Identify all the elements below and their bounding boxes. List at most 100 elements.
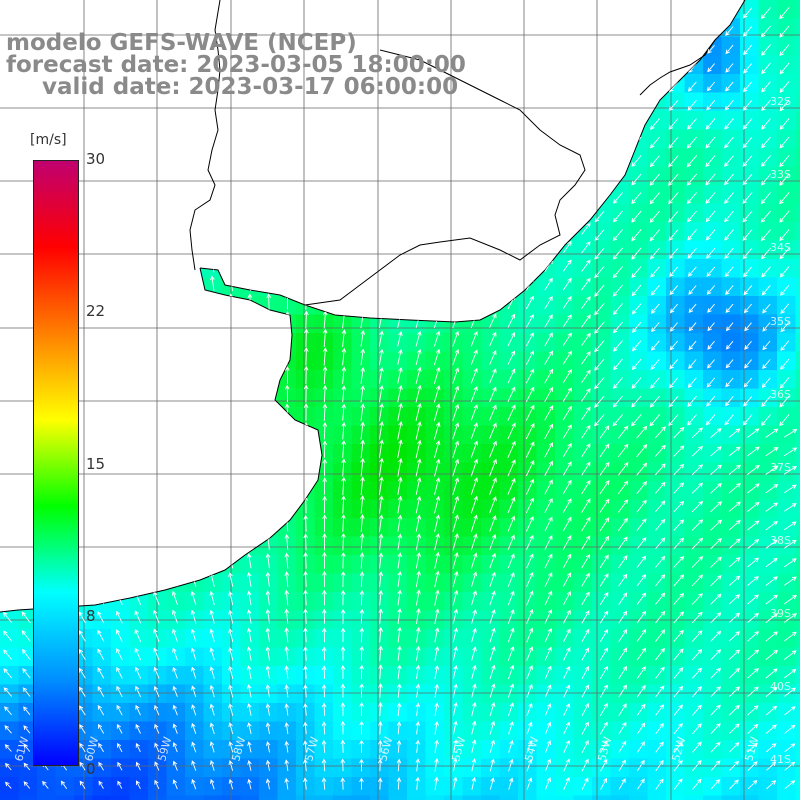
field-cell <box>407 426 426 445</box>
field-cell <box>592 666 611 685</box>
field-cell <box>389 518 408 537</box>
field-cell <box>463 592 482 611</box>
field-cell <box>352 333 371 352</box>
field-cell <box>315 333 334 352</box>
field-cell <box>648 796 667 801</box>
field-cell <box>444 333 463 352</box>
field-cell <box>611 463 630 482</box>
field-cell <box>722 167 741 186</box>
field-cell <box>537 759 556 778</box>
latitude-label: 32S <box>770 95 791 108</box>
field-cell <box>463 463 482 482</box>
field-cell <box>759 259 778 278</box>
field-cell <box>722 56 741 75</box>
field-cell <box>389 370 408 389</box>
field-cell <box>703 185 722 204</box>
field-cell <box>611 777 630 796</box>
field-cell <box>370 481 389 500</box>
field-cell <box>648 722 667 741</box>
field-cell <box>333 500 352 519</box>
field-cell <box>740 389 759 408</box>
field-cell <box>722 148 741 167</box>
field-cell <box>648 352 667 371</box>
field-cell <box>574 740 593 759</box>
field-cell <box>481 648 500 667</box>
field-cell <box>796 666 800 685</box>
field-cell <box>740 93 759 112</box>
field-cell <box>703 407 722 426</box>
field-cell <box>481 537 500 556</box>
field-cell <box>796 0 800 19</box>
field-cell <box>518 500 537 519</box>
field-cell <box>685 241 704 260</box>
field-cell <box>592 629 611 648</box>
field-cell <box>611 759 630 778</box>
field-cell <box>444 500 463 519</box>
field-cell <box>333 629 352 648</box>
field-cell <box>629 185 648 204</box>
field-cell <box>796 74 800 93</box>
field-cell <box>722 796 741 801</box>
field-cell <box>444 666 463 685</box>
field-cell <box>426 389 445 408</box>
field-cell <box>796 259 800 278</box>
field-cell <box>370 685 389 704</box>
field-cell <box>648 389 667 408</box>
field-cell <box>315 407 334 426</box>
field-cell <box>389 537 408 556</box>
field-cell <box>370 333 389 352</box>
field-cell <box>389 685 408 704</box>
field-cell <box>703 352 722 371</box>
field-cell <box>352 481 371 500</box>
field-cell <box>518 685 537 704</box>
field-cell <box>740 259 759 278</box>
field-cell <box>537 518 556 537</box>
field-cell <box>370 648 389 667</box>
field-cell <box>611 389 630 408</box>
field-cell <box>370 574 389 593</box>
field-cell <box>574 777 593 796</box>
colorbar-unit: [m/s] <box>30 132 67 148</box>
field-cell <box>611 370 630 389</box>
field-cell <box>407 592 426 611</box>
field-cell <box>426 426 445 445</box>
field-cell <box>759 500 778 519</box>
field-cell <box>481 333 500 352</box>
field-cell <box>518 518 537 537</box>
field-cell <box>574 574 593 593</box>
field-cell <box>722 352 741 371</box>
field-cell <box>703 204 722 223</box>
field-cell <box>740 222 759 241</box>
field-cell <box>740 37 759 56</box>
field-cell <box>611 722 630 741</box>
field-cell <box>703 389 722 408</box>
field-cell <box>407 463 426 482</box>
field-cell <box>333 407 352 426</box>
field-cell <box>740 500 759 519</box>
field-cell <box>500 444 519 463</box>
field-cell <box>685 352 704 371</box>
field-cell <box>537 574 556 593</box>
latitude-label: 35S <box>770 315 791 328</box>
field-cell <box>407 518 426 537</box>
field-cell <box>518 481 537 500</box>
field-cell <box>777 407 796 426</box>
field-cell <box>703 130 722 149</box>
field-cell <box>481 592 500 611</box>
field-cell <box>333 352 352 371</box>
field-cell <box>444 481 463 500</box>
field-cell <box>537 703 556 722</box>
field-cell <box>537 777 556 796</box>
field-cell <box>796 167 800 186</box>
field-cell <box>537 666 556 685</box>
field-cell <box>518 592 537 611</box>
field-cell <box>389 463 408 482</box>
field-cell <box>574 759 593 778</box>
field-cell <box>759 278 778 297</box>
field-cell <box>352 500 371 519</box>
field-cell <box>666 241 685 260</box>
field-cell <box>518 574 537 593</box>
field-cell <box>759 185 778 204</box>
field-cell <box>666 278 685 297</box>
